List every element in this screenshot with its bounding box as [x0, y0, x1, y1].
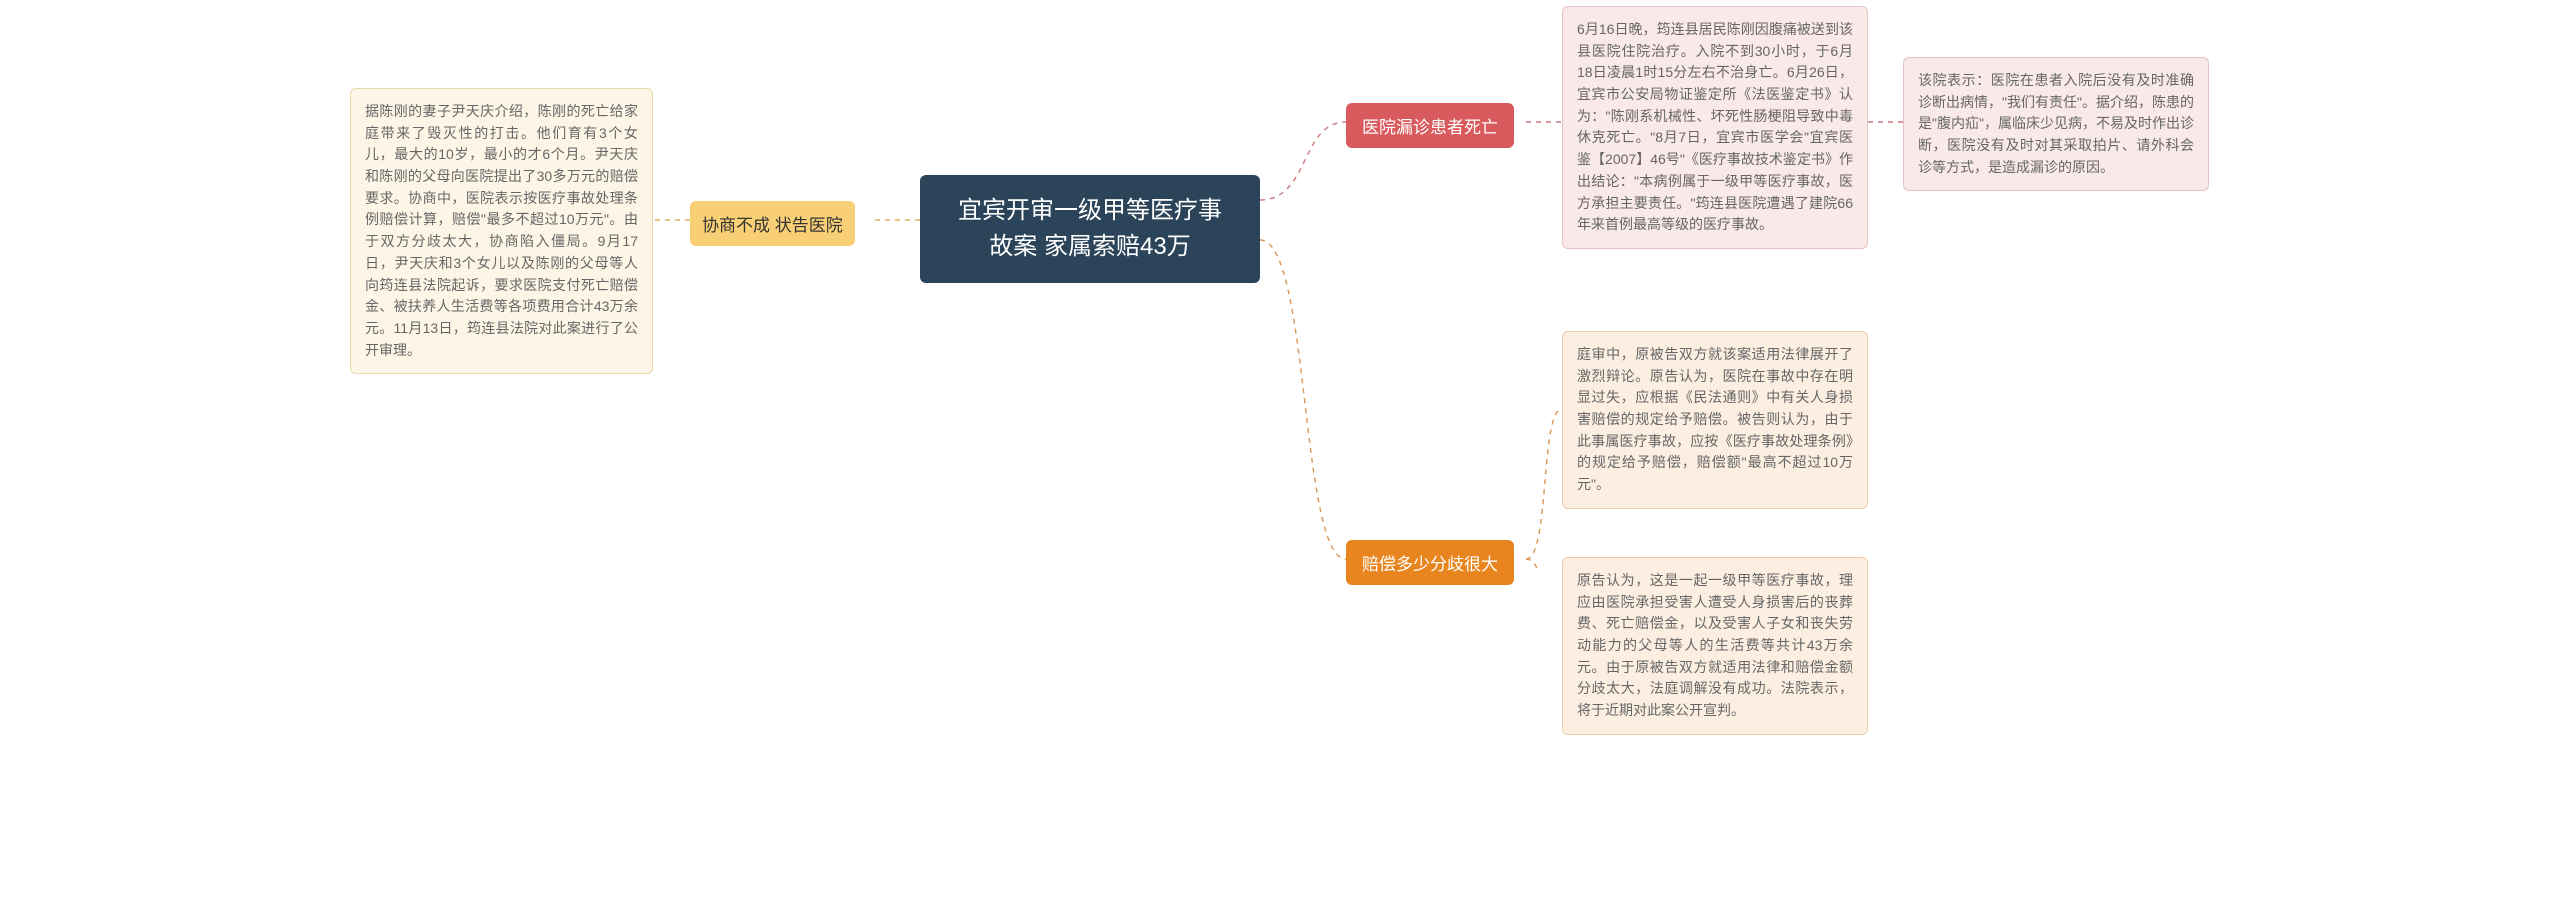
conn-root-right2 [1260, 240, 1346, 559]
branch-left1-text: 协商不成 状告医院 [702, 211, 843, 236]
conn-right2-r2a [1526, 409, 1562, 559]
leaf-l1-text: 据陈刚的妻子尹天庆介绍，陈刚的死亡给家庭带来了毁灭性的打击。他们育有3个女儿，最… [365, 101, 638, 361]
leaf-r2a-text: 庭审中，原被告双方就该案适用法律展开了激烈辩论。原告认为，医院在事故中存在明显过… [1577, 344, 1853, 496]
leaf-r1a-text: 6月16日晚，筠连县居民陈刚因腹痛被送到该县医院住院治疗。入院不到30小时，于6… [1577, 19, 1853, 236]
conn-right2-r2b [1526, 559, 1562, 572]
root-text: 宜宾开审一级甲等医疗事故案 家属索赔43万 [948, 193, 1232, 265]
branch-right2: 赔偿多少分歧很大 [1346, 540, 1514, 585]
leaf-r1b: 该院表示：医院在患者入院后没有及时准确诊断出病情，"我们有责任"。据介绍，陈患的… [1903, 57, 2209, 191]
leaf-r2b-text: 原告认为，这是一起一级甲等医疗事故，理应由医院承担受害人遭受人身损害后的丧葬费、… [1577, 570, 1853, 722]
leaf-r1a: 6月16日晚，筠连县居民陈刚因腹痛被送到该县医院住院治疗。入院不到30小时，于6… [1562, 6, 1868, 249]
leaf-r1b-text: 该院表示：医院在患者入院后没有及时准确诊断出病情，"我们有责任"。据介绍，陈患的… [1918, 70, 2194, 178]
branch-right1-text: 医院漏诊患者死亡 [1362, 113, 1498, 138]
branch-left1: 协商不成 状告医院 [690, 201, 855, 246]
leaf-r2a: 庭审中，原被告双方就该案适用法律展开了激烈辩论。原告认为，医院在事故中存在明显过… [1562, 331, 1868, 509]
branch-right1: 医院漏诊患者死亡 [1346, 103, 1514, 148]
conn-root-right1 [1260, 122, 1346, 200]
leaf-r2b: 原告认为，这是一起一级甲等医疗事故，理应由医院承担受害人遭受人身损害后的丧葬费、… [1562, 557, 1868, 735]
root-node: 宜宾开审一级甲等医疗事故案 家属索赔43万 [920, 175, 1260, 283]
branch-right2-text: 赔偿多少分歧很大 [1362, 550, 1498, 575]
leaf-l1: 据陈刚的妻子尹天庆介绍，陈刚的死亡给家庭带来了毁灭性的打击。他们育有3个女儿，最… [350, 88, 653, 374]
